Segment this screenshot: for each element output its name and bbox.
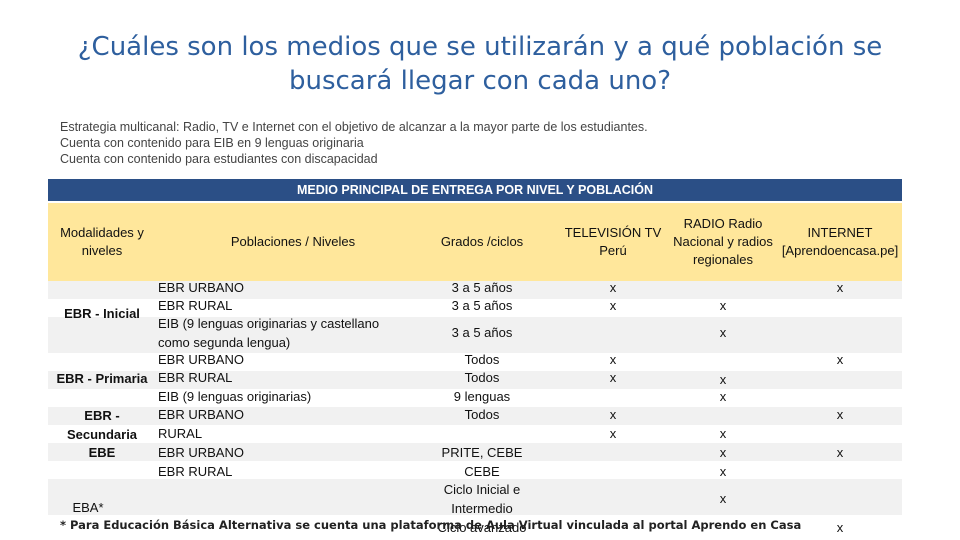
cell-poblacion: RURAL [158, 426, 203, 441]
cell-poblacion: EBR RURAL [158, 464, 233, 479]
table-row [48, 407, 902, 425]
cell-poblacion: EBR URBANO [158, 280, 244, 295]
cell-grados: Todos [464, 352, 500, 367]
cell-poblacion: EBR URBANO [158, 352, 244, 367]
cell-tv: x [609, 352, 617, 367]
cell-grados: Todos [464, 370, 500, 385]
cell-tv: x [609, 407, 617, 422]
cell-radio: x [719, 426, 727, 441]
table-row [48, 479, 902, 515]
table-row [48, 371, 902, 389]
table-banner: MEDIO PRINCIPAL DE ENTREGA POR NIVEL Y P… [48, 179, 902, 201]
cell-internet: x [836, 352, 844, 367]
cell-grados: PRITE, CEBE [441, 445, 523, 460]
cell-radio: x [719, 372, 727, 387]
cell-poblacion: EIB (9 lenguas originarias) [158, 389, 312, 404]
cell-poblacion: EBR URBANO [158, 445, 244, 460]
header-modalidades: Modalidades y niveles [60, 225, 144, 258]
cell-radio: x [719, 464, 727, 479]
cell-internet: x [836, 407, 844, 422]
cell-grados: 3 a 5 años [451, 325, 513, 340]
header-tv: TELEVISIÓN TV Perú [564, 225, 662, 258]
cell-radio: x [719, 325, 727, 340]
cell-tv: x [609, 280, 617, 295]
cell-poblacion: EBR RURAL [158, 370, 233, 385]
header-poblaciones: Poblaciones / Niveles [230, 234, 356, 249]
cell-grados: 3 a 5 años [451, 280, 513, 295]
modalidad-eba: EBA* [72, 500, 104, 515]
intro-line-multicanal: Estrategia multicanal: Radio, TV e Inter… [60, 120, 648, 134]
intro-text: Estrategia multicanal: Radio, TV e Inter… [60, 119, 920, 167]
page-title: ¿Cuáles son los medios que se utilizarán… [77, 32, 883, 96]
table-header-row: Modalidades y niveles Poblaciones / Nive… [48, 203, 902, 281]
modalidad-ebe: EBE [88, 445, 116, 460]
cell-radio: x [719, 491, 727, 506]
header-radio: RADIO Radio Nacional y radios regionales [673, 216, 773, 267]
cell-tv: x [609, 298, 617, 313]
cell-grados: Ciclo Inicial e Intermedio [443, 482, 521, 516]
intro-line-eib: Cuenta con contenido para EIB en 9 lengu… [60, 136, 364, 150]
header-grados: Grados /ciclos [440, 234, 524, 249]
cell-internet: x [836, 445, 844, 460]
cell-radio: x [719, 298, 727, 313]
cell-grados: 3 a 5 años [451, 298, 513, 313]
table-row [48, 281, 902, 299]
delivery-table: MEDIO PRINCIPAL DE ENTREGA POR NIVEL Y P… [48, 179, 902, 537]
cell-poblacion: EIB (9 lenguas originarias y castellano … [158, 316, 380, 350]
cell-grados: Ciclo avanzado [437, 520, 527, 535]
cell-grados: Todos [464, 407, 500, 422]
cell-poblacion: EBR URBANO [158, 407, 244, 422]
cell-tv: x [609, 370, 617, 385]
modalidad-inicial: EBR - Inicial [64, 306, 140, 321]
header-internet: INTERNET [Aprendoencasa.pe] [781, 225, 899, 258]
cell-grados: CEBE [464, 464, 500, 479]
table-row [48, 443, 902, 461]
cell-poblacion: EBR RURAL [158, 298, 233, 313]
modalidad-primaria: EBR - Primaria [56, 371, 148, 386]
cell-radio: x [719, 445, 727, 460]
cell-grados: 9 lenguas [453, 389, 511, 404]
cell-tv: x [609, 426, 617, 441]
table-row [48, 317, 902, 353]
intro-line-discapacidad: Cuenta con contenido para estudiantes co… [60, 152, 378, 166]
footnote: * Para Educación Básica Alternativa se c… [60, 518, 802, 532]
cell-internet: x [836, 520, 844, 535]
modalidad-secundaria: EBR - Secundaria [66, 408, 138, 442]
cell-internet: x [836, 280, 844, 295]
cell-radio: x [719, 389, 727, 404]
